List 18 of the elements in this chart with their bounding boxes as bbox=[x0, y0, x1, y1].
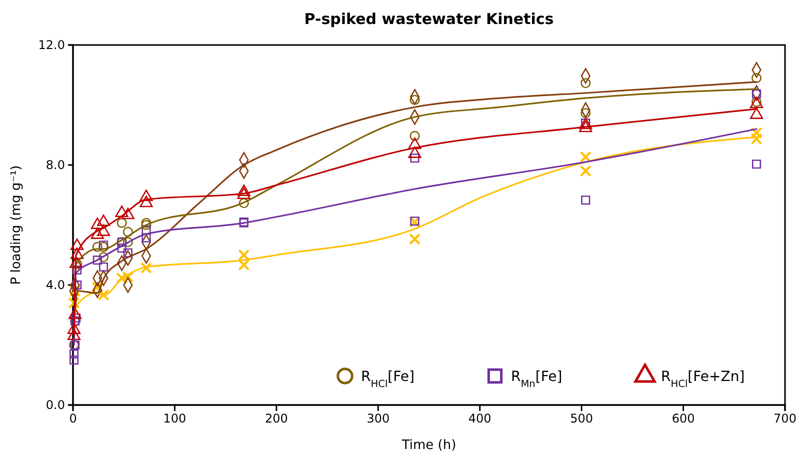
y-axis-title: P loading (mg g⁻¹) bbox=[9, 165, 24, 285]
x-tick-label: 400 bbox=[468, 412, 492, 426]
x-tick-label: 600 bbox=[672, 412, 695, 426]
legend-label: R$_{HCl}$[Fe] bbox=[361, 369, 414, 390]
y-tick-label: 8.0 bbox=[46, 158, 65, 172]
x-tick-label: 300 bbox=[366, 412, 390, 426]
y-tick-label: 0.0 bbox=[46, 398, 65, 412]
x-tick-label: 500 bbox=[570, 412, 594, 426]
x-tick-label: 100 bbox=[163, 412, 186, 426]
legend-label: R$_{HCl}$[Fe+Zn] bbox=[661, 369, 745, 390]
chart-title: P-spiked wastewater Kinetics bbox=[304, 10, 554, 28]
y-tick-label: 4.0 bbox=[46, 278, 65, 292]
x-tick-label: 200 bbox=[264, 412, 288, 426]
legend-label: R$_{Mn}$[Fe] bbox=[511, 369, 562, 390]
x-axis-title: Time (h) bbox=[400, 438, 456, 453]
y-tick-label: 12.0 bbox=[38, 38, 65, 52]
x-tick-label: 700 bbox=[774, 412, 796, 426]
x-tick-label: 0 bbox=[69, 412, 77, 426]
